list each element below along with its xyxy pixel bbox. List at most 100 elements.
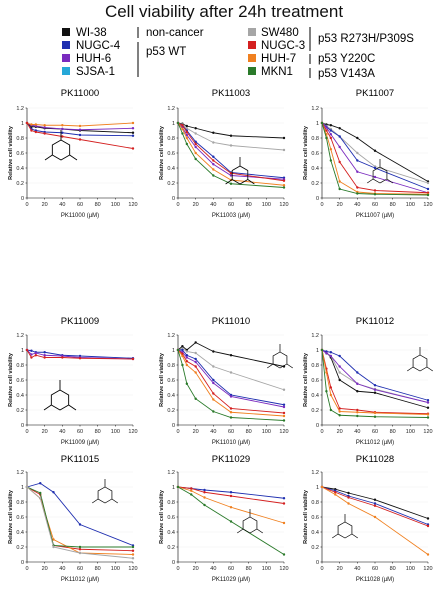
- x-tick-label: 60: [228, 202, 234, 208]
- y-axis-label: Relative cell viability: [159, 352, 165, 407]
- data-point: [229, 395, 233, 398]
- bond: [43, 404, 52, 411]
- y-tick-label: 0: [21, 560, 24, 566]
- compound-structure-pk11007: [366, 158, 394, 184]
- data-point: [373, 384, 377, 387]
- y-tick-label: 0.8: [16, 363, 24, 369]
- data-point: [229, 506, 233, 509]
- data-point: [229, 182, 233, 185]
- data-point: [229, 354, 233, 357]
- data-point: [212, 168, 215, 171]
- data-point: [212, 159, 215, 162]
- legend-swatch: [248, 41, 256, 49]
- data-point: [229, 407, 233, 410]
- data-point: [43, 354, 46, 357]
- data-point: [373, 498, 377, 501]
- data-point: [338, 160, 341, 164]
- data-point: [185, 133, 189, 137]
- data-point: [181, 127, 184, 131]
- data-point: [229, 144, 233, 147]
- data-point: [131, 549, 135, 552]
- data-point: [181, 354, 184, 358]
- compound-structure-pk11009: [43, 380, 77, 411]
- data-point: [185, 124, 189, 128]
- legend-group-label: p53 Y220C: [318, 53, 375, 65]
- data-point: [282, 136, 286, 140]
- legend-label: HUH-6: [76, 53, 111, 65]
- data-point: [194, 365, 197, 368]
- legend-swatch: [62, 28, 70, 36]
- bond: [351, 533, 359, 539]
- series-line: [26, 486, 134, 555]
- y-tick-label: 0: [316, 560, 319, 566]
- data-point: [373, 391, 377, 394]
- data-point: [61, 356, 64, 359]
- data-point: [338, 145, 341, 149]
- data-point: [194, 371, 197, 374]
- data-point: [320, 348, 324, 352]
- data-point: [229, 520, 233, 523]
- data-point: [426, 416, 430, 419]
- data-point: [356, 382, 359, 385]
- bond: [266, 363, 274, 369]
- data-point: [356, 192, 359, 195]
- y-tick-label: 1.2: [167, 333, 175, 339]
- data-point: [181, 345, 184, 348]
- y-tick-label: 0: [21, 196, 24, 202]
- chart-panel: PK11000 0 0.2 0.4 0.6 0.8 1 1.2 0 20 40 60 80 100 120 P…: [8, 88, 138, 219]
- x-tick-label: 20: [337, 429, 343, 435]
- data-point: [212, 174, 215, 177]
- data-point: [194, 151, 197, 155]
- data-point: [78, 133, 82, 137]
- bond: [366, 178, 374, 184]
- data-point: [282, 403, 286, 406]
- x-axis-label: PK11007 (µM): [356, 213, 394, 219]
- y-tick-label: 1.2: [167, 470, 175, 476]
- data-point: [131, 121, 135, 125]
- y-axis-label: Relative cell viability: [8, 125, 14, 180]
- chart-panel: PK11029 0 0.2 0.4 0.6 0.8 1 1.2 0 20 40 60 80 100 120 P…: [159, 454, 289, 583]
- y-tick-label: 1: [21, 348, 24, 354]
- data-point: [229, 371, 233, 374]
- data-point: [194, 145, 197, 149]
- chart-panel: PK11009 0 0.2 0.4 0.6 0.8 1 1.2 0 20 40 60 80 100 120 P…: [8, 316, 138, 446]
- ring-bond: [51, 139, 71, 161]
- data-point: [203, 488, 206, 492]
- data-point: [338, 365, 341, 368]
- data-point: [356, 371, 359, 374]
- bond: [406, 366, 414, 372]
- data-point: [338, 410, 341, 413]
- bond: [331, 533, 339, 539]
- y-tick-label: 0.4: [16, 166, 24, 172]
- data-point: [39, 491, 42, 495]
- x-tick-label: 60: [77, 566, 83, 572]
- data-point: [325, 129, 328, 132]
- x-tick-label: 80: [246, 202, 252, 208]
- panel-title: PK11007: [356, 88, 394, 99]
- data-point: [325, 371, 328, 374]
- data-point: [78, 128, 82, 131]
- y-tick-label: 1.2: [167, 106, 175, 112]
- data-point: [131, 127, 135, 130]
- legend-swatch: [248, 28, 256, 36]
- data-point: [338, 180, 341, 183]
- data-point: [78, 138, 82, 141]
- x-tick-label: 120: [279, 429, 288, 435]
- data-point: [185, 363, 189, 367]
- data-point: [426, 553, 430, 556]
- data-point: [181, 363, 184, 367]
- bond: [111, 498, 119, 504]
- x-tick-label: 120: [128, 429, 137, 435]
- x-tick-label: 0: [176, 566, 179, 572]
- legend-label: NUGC-4: [76, 40, 121, 52]
- y-tick-label: 1.2: [311, 470, 319, 476]
- data-point: [43, 356, 46, 359]
- data-point: [176, 485, 180, 489]
- data-point: [282, 184, 286, 187]
- y-axis-label: Relative cell viability: [303, 489, 309, 544]
- data-point: [39, 482, 42, 485]
- data-point: [229, 411, 233, 414]
- data-point: [212, 398, 215, 401]
- x-tick-label: 0: [176, 429, 179, 435]
- data-point: [34, 351, 38, 355]
